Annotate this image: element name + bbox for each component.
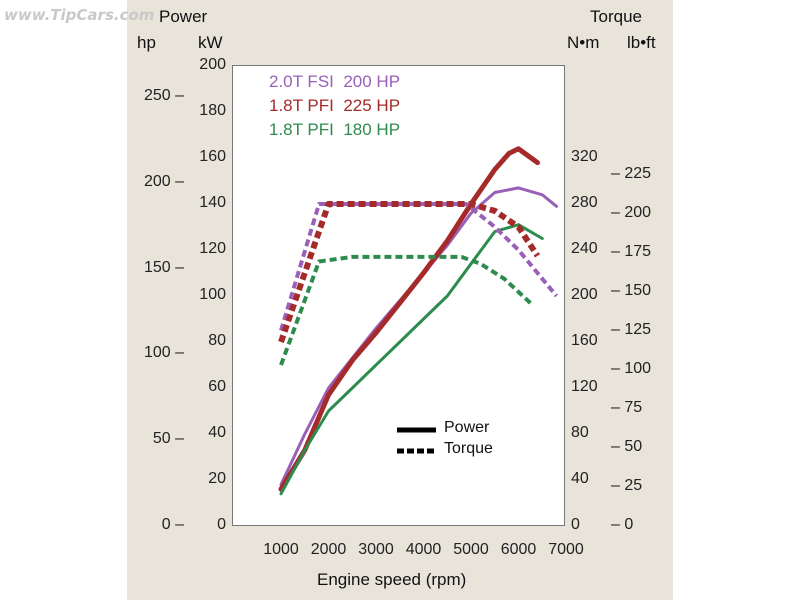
hp-tick-label: 100 –: [143, 344, 184, 362]
nm-tick-label: 80: [571, 424, 589, 441]
nm-tick-label: 320: [571, 148, 598, 165]
nm-tick-label: 160: [571, 332, 598, 349]
series-line-torque: [278, 201, 541, 343]
x-tick-label: 6000: [500, 541, 537, 558]
power-axis-title: Power: [159, 7, 208, 26]
kw-tick-label: 80: [208, 332, 226, 349]
nm-tick-label: 240: [571, 240, 598, 257]
kw-tick-label: 40: [208, 424, 226, 441]
nm-tick-label: 280: [571, 194, 598, 211]
x-tick-label: 5000: [453, 541, 489, 558]
kw-tick-label: 60: [208, 378, 226, 395]
kw-tick-label: 120: [199, 240, 226, 257]
hp-tick-label: 200 –: [143, 172, 184, 190]
lbft-tick-label: – 25: [611, 477, 643, 495]
hp-tick-label: 250 –: [143, 87, 184, 105]
nm-unit-label: N•m: [567, 33, 600, 52]
legend-engine-entry: 2.0T FSI 200 HP: [269, 72, 401, 91]
kw-tick-label: 200: [199, 56, 226, 73]
lbft-tick-label: – 175: [611, 243, 652, 261]
nm-tick-label: 120: [571, 378, 598, 395]
x-tick-label: 2000: [310, 541, 347, 558]
lbft-tick-label: – 150: [611, 282, 652, 300]
kw-tick-label: 160: [199, 148, 226, 165]
lbft-tick-label: – 125: [611, 321, 652, 339]
kw-tick-label: 180: [199, 102, 226, 119]
hp-tick-label: 150 –: [143, 258, 184, 276]
x-tick-label: 1000: [263, 541, 299, 558]
x-axis-label: Engine speed (rpm): [317, 570, 467, 589]
kw-tick-label: 100: [199, 286, 226, 303]
x-tick-label: 7000: [548, 541, 584, 558]
lbft-tick-label: – 75: [611, 399, 643, 417]
hp-tick-label: 0 –: [161, 516, 184, 533]
nm-tick-label: 40: [571, 470, 589, 487]
legend-engine-entry: 1.8T PFI 180 HP: [269, 120, 401, 139]
hp-unit-label: hp: [137, 33, 156, 52]
kw-unit-label: kW: [198, 33, 223, 52]
legend-style-label: Torque: [444, 440, 493, 457]
lbft-unit-label: lb•ft: [627, 33, 656, 52]
kw-tick-label: 140: [199, 194, 226, 211]
series-line-power: [278, 146, 540, 492]
hp-tick-label: 50 –: [152, 430, 184, 448]
nm-tick-label: 0: [571, 516, 580, 533]
torque-axis-title: Torque: [590, 7, 642, 26]
watermark: www.TipCars.com: [4, 6, 155, 24]
lbft-tick-label: – 200: [611, 204, 652, 222]
legend-style-label: Power: [444, 419, 490, 436]
lbft-tick-label: – 100: [611, 360, 652, 378]
series-line-power: [279, 186, 558, 487]
kw-tick-label: 0: [217, 516, 226, 533]
x-tick-label: 4000: [405, 541, 442, 558]
legend-engine-entry: 1.8T PFI 225 HP: [269, 96, 401, 115]
lbft-tick-label: – 50: [611, 438, 643, 456]
x-tick-label: 3000: [358, 541, 394, 558]
series-line-torque: [279, 254, 535, 366]
lbft-tick-label: – 225: [611, 165, 652, 183]
kw-tick-label: 20: [208, 470, 226, 487]
lbft-tick-label: – 0: [611, 516, 634, 533]
nm-tick-label: 200: [571, 286, 598, 303]
